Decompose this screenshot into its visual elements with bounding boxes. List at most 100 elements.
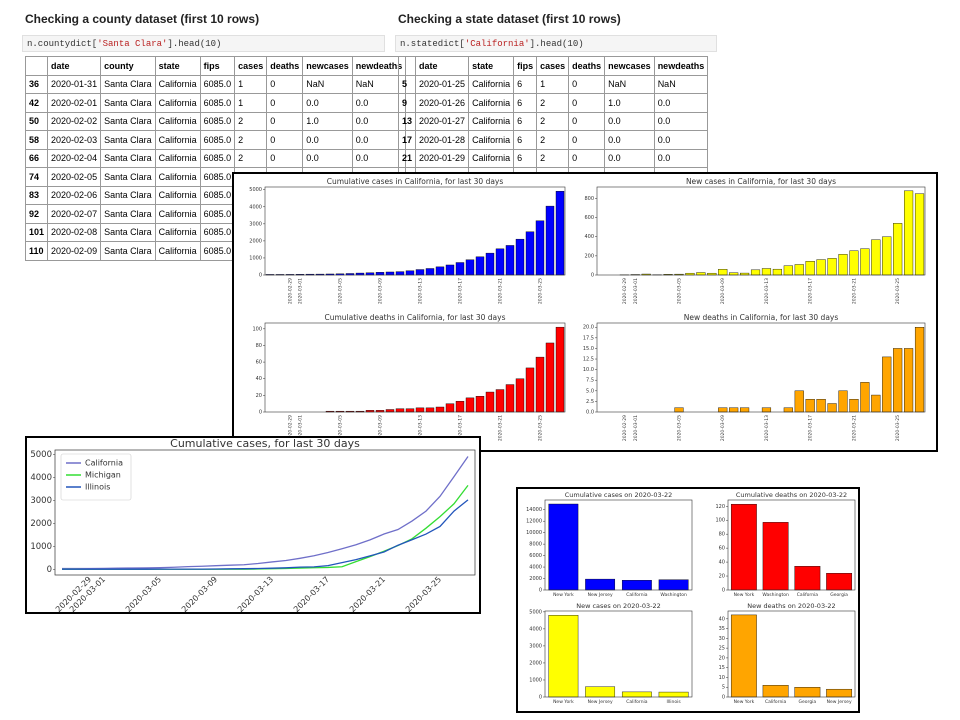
header-cell: deaths [266,56,304,76]
table-cell: 0 [568,74,606,94]
bar [495,248,505,276]
table-row: 5 2020-01-25 California 6 1 0 NaN NaN [397,74,709,94]
x-tick-label: 2020-03-05 [338,415,344,441]
bar [495,389,505,413]
header-cell [397,56,417,76]
table-cell: 2020-02-06 [47,185,102,205]
table-cell: California [154,74,201,94]
y-tick-label: 5000 [30,450,52,460]
table-cell: California [468,111,515,131]
x-tick-label: 2020-03-01 [633,278,639,304]
header-cell: cases [536,56,570,76]
y-tick-label: 4000 [249,204,262,210]
bar [535,220,545,276]
table-cell: 0 [266,111,304,131]
state-table: date state fips cases deaths newcases newdeath… [397,56,709,187]
bar [525,367,535,413]
code-arg: 'California' [464,39,530,49]
y-tick-label: 0 [722,695,725,701]
y-tick-label: 14000 [526,507,542,513]
chart-title: Cumulative cases in California, for last… [327,177,504,186]
table-cell: 0 [266,74,304,94]
x-tick-label: 2020-03-17 [458,278,464,304]
bar [505,245,515,276]
bar [849,250,859,276]
state-code: n.statedict['California'].head(10) [395,35,717,52]
county-code: n.countydict['Santa Clara'].head(10) [22,35,385,52]
table-cell: 6 [513,111,538,131]
table-cell: Santa Clara [100,222,156,242]
y-tick-label: 7.5 [586,378,594,384]
x-tick-label: 2020-03-21 [348,575,387,614]
bar [435,406,445,413]
x-tick-label: 2020-03-13 [236,575,275,614]
table-cell: 6085.0 [199,93,236,113]
header-row: date county state fips cases deaths newcases ne… [24,56,407,76]
table-cell: California [154,185,201,205]
bar [505,384,515,413]
bar [455,262,465,276]
x-tick-label: New York [734,699,755,705]
y-tick-label: 10.0 [583,367,594,373]
table-cell: 1.0 [604,93,655,113]
bar [849,399,859,413]
x-tick-label: 2020-03-13 [418,278,424,304]
x-tick-label: New Jersey [588,592,613,598]
x-tick-label: California [626,592,648,598]
chart-title: New deaths on 2020-03-22 [747,602,835,610]
table-cell: Santa Clara [100,204,156,224]
y-tick-label: 100 [252,326,262,332]
x-tick-label: 2020-03-21 [498,415,504,441]
bar [395,408,405,413]
y-tick-label: 12.5 [583,357,594,363]
table-cell: 0.0 [302,93,353,113]
row-index: 92 [24,204,49,224]
header-cell: state [154,56,201,76]
y-tick-label: 15 [719,665,725,671]
bar [475,256,485,276]
table-cell: California [468,93,515,113]
x-tick-label: 2020-03-09 [720,415,726,441]
y-tick-label: 400 [584,234,594,240]
bar [445,403,455,413]
table-cell: 1 [234,93,268,113]
bar [455,400,465,413]
table-cell: 6085.0 [199,222,236,242]
bar [555,326,565,413]
y-tick-label: 0 [539,588,542,594]
chart-title: Cumulative deaths in California, for las… [325,313,506,322]
header-cell: state [468,56,515,76]
y-tick-label: 2.5 [586,399,594,405]
bar [585,578,616,591]
bar [762,522,789,591]
row-index: 17 [397,130,417,150]
y-tick-label: 0 [539,695,542,701]
table-cell: 0.0 [604,111,655,131]
legend-box [60,453,132,501]
header-cell: county [100,56,156,76]
y-tick-label: 20.0 [583,325,594,331]
x-tick-label: 2020-02-29 [622,415,628,441]
x-tick-label: Illinois [666,699,681,705]
x-tick-label: 2020-03-01 [298,278,304,304]
x-tick-label: 2020-03-09 [378,278,384,304]
california-panel: Cumulative cases in California, for last… [232,172,938,452]
bar [914,327,925,413]
line-panel: Cumulative cases, for last 30 days 0 1000 2… [25,436,481,614]
bar [465,259,475,276]
row-index: 42 [24,93,49,113]
x-tick-label: 2020-03-25 [538,278,544,304]
table-cell: 2 [536,130,570,150]
bar [658,579,689,591]
bar [585,686,616,698]
bar [893,223,903,276]
table-row: 66 2020-02-04 Santa Clara California 6085.0 2… [24,148,407,168]
y-tick-label: 20 [719,574,725,580]
table-row: 42 2020-02-01 Santa Clara California 6085.0 1… [24,93,407,113]
bar [415,269,425,276]
header-cell: deaths [568,56,606,76]
table-cell: 0 [568,148,606,168]
table-cell: 0.0 [604,148,655,168]
plot-frame [264,186,566,276]
chart-title: New cases on 2020-03-22 [576,602,661,610]
